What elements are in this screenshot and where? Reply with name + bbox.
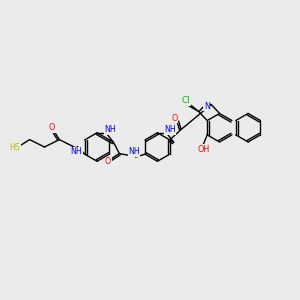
Text: O: O <box>49 123 55 132</box>
Text: OH: OH <box>197 145 210 154</box>
Text: Cl: Cl <box>182 96 190 105</box>
Text: NH: NH <box>164 125 176 134</box>
Text: N: N <box>204 101 210 110</box>
Polygon shape <box>189 104 199 112</box>
Text: NH: NH <box>71 147 82 156</box>
Text: NH: NH <box>128 147 140 156</box>
Text: HS: HS <box>9 142 20 152</box>
Text: O: O <box>171 114 177 123</box>
Text: O: O <box>105 158 111 166</box>
Text: NH: NH <box>104 125 116 134</box>
